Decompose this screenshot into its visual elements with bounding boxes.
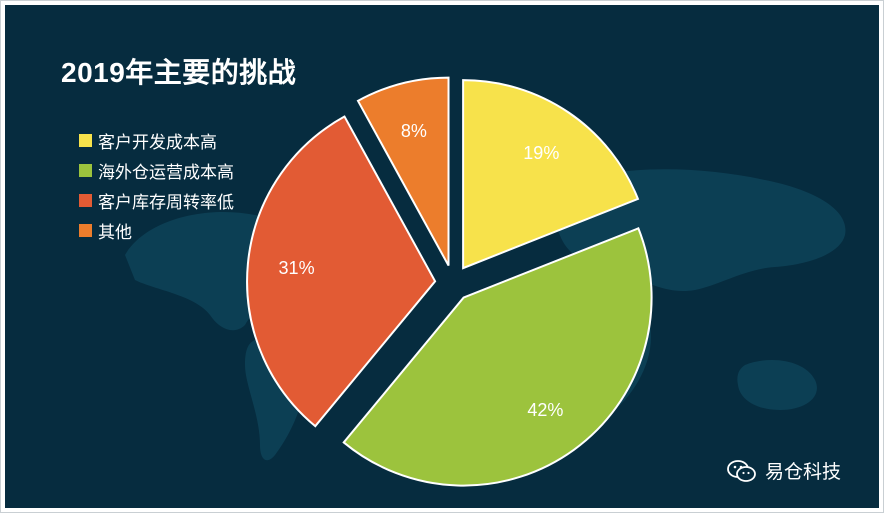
watermark-text: 易仓科技 xyxy=(765,461,842,483)
legend-item: 海外仓运营成本高 xyxy=(79,155,234,185)
pie-slice xyxy=(246,115,437,428)
legend-label: 海外仓运营成本高 xyxy=(98,162,234,183)
legend-item: 客户库存周转率低 xyxy=(79,185,234,215)
pie-slice xyxy=(356,76,450,267)
slice-label: 42% xyxy=(527,400,563,420)
legend-swatch xyxy=(79,223,92,237)
legend-item: 客户开发成本高 xyxy=(79,125,234,155)
legend-swatch xyxy=(79,133,92,147)
pie-slice xyxy=(342,227,653,487)
legend: 客户开发成本高 海外仓运营成本高 客户库存周转率低 其他 xyxy=(79,125,234,245)
legend-label: 其他 xyxy=(98,222,132,243)
wechat-icon xyxy=(727,459,756,482)
legend-swatch xyxy=(79,163,92,177)
watermark: 易仓科技 xyxy=(727,457,841,484)
legend-swatch xyxy=(79,193,92,207)
legend-item: 其他 xyxy=(79,215,234,245)
map-australia xyxy=(737,360,817,410)
legend-label: 客户开发成本高 xyxy=(98,132,217,153)
pie-slice xyxy=(462,79,640,270)
chart-title: 2019年主要的挑战 xyxy=(61,57,297,88)
slice-label: 8% xyxy=(401,121,427,141)
pie-chart: 19% 42% 31% 8% xyxy=(246,76,653,487)
slice-label: 19% xyxy=(523,143,559,163)
legend-label: 客户库存周转率低 xyxy=(98,192,234,213)
chart-panel: 2019年主要的挑战 客户开发成本高 海外仓运营成本高 客户库存周转率低 其他 … xyxy=(5,5,879,508)
slice-label: 31% xyxy=(279,258,315,278)
